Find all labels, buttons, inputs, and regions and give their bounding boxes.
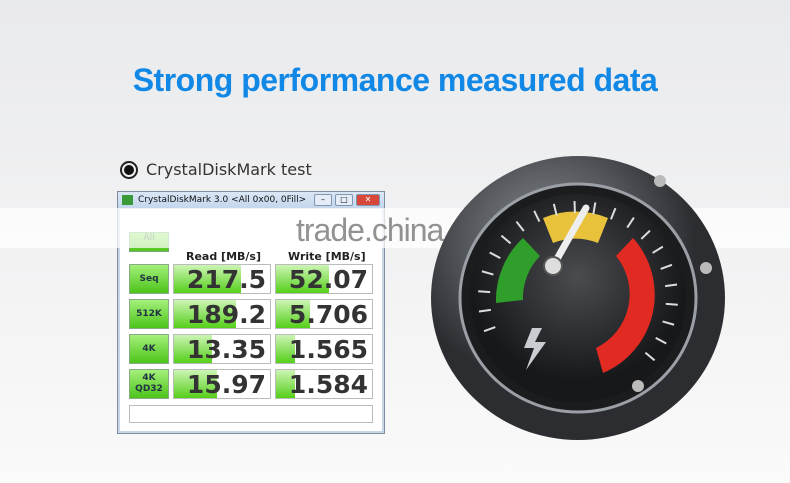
write-result: 5.706 [275, 299, 373, 329]
status-bar [129, 405, 373, 423]
write-result: 1.565 [275, 334, 373, 364]
gauge-tick [552, 203, 558, 216]
read-value: 189.2 [186, 300, 266, 329]
gauge-tick [478, 290, 491, 294]
gauge-tick [500, 234, 512, 245]
gauge-tick [644, 351, 656, 362]
lightning-bolt-icon [524, 328, 546, 370]
gauge-tick [640, 229, 651, 240]
gauge-tick [665, 302, 678, 306]
write-value: 1.584 [288, 370, 368, 399]
gauge-tick [655, 337, 667, 345]
gauge-tick [489, 251, 501, 259]
write-result: 1.584 [275, 369, 373, 399]
gauge-tick [515, 220, 525, 232]
read-value: 13.35 [186, 335, 266, 364]
green-zone [495, 238, 540, 303]
bullet-label: CrystalDiskMark test [146, 160, 312, 179]
gauge-tick [610, 207, 617, 220]
gauge-tick [478, 308, 491, 313]
app-icon [122, 195, 133, 205]
speed-gauge-illustration [431, 156, 725, 440]
minimize-button[interactable]: – [314, 194, 332, 206]
red-zone [596, 238, 655, 373]
radio-bullet-icon [120, 160, 138, 179]
write-result: 52.07 [275, 264, 373, 294]
read-bar [174, 265, 242, 293]
write-bar [276, 265, 329, 293]
read-bar [174, 300, 237, 328]
read-header: Read [MB/s] [186, 250, 262, 263]
test-button[interactable]: 4K QD32 [129, 369, 169, 399]
bullet-item: CrystalDiskMark test [120, 160, 312, 179]
title-bar: CrystalDiskMark 3.0 <All 0x00, 0Fill> – … [118, 192, 384, 209]
read-result: 217.5 [173, 264, 271, 294]
screw-icon [700, 262, 712, 274]
screw-icon [632, 380, 644, 392]
read-result: 189.2 [173, 299, 271, 329]
test-button[interactable]: 512K [129, 299, 169, 329]
headline: Strong performance measured data [132, 62, 658, 98]
write-value: 5.706 [288, 300, 368, 329]
gauge-tick [533, 210, 541, 223]
result-row: Seq 217.5 52.07 [129, 264, 373, 294]
write-bar [276, 335, 296, 363]
gauge-tick [652, 245, 664, 254]
result-row: 512K 189.2 5.706 [129, 299, 373, 329]
read-bar [174, 370, 218, 398]
screw-icon [654, 175, 666, 187]
close-button[interactable]: ✕ [356, 194, 380, 206]
result-row: 4K 13.35 1.565 [129, 334, 373, 364]
test-button[interactable]: 4K [129, 334, 169, 364]
read-value: 15.97 [186, 370, 266, 399]
test-button[interactable]: Seq [129, 264, 169, 294]
write-bar [276, 300, 310, 328]
gauge-tick [662, 320, 675, 326]
read-result: 13.35 [173, 334, 271, 364]
result-row: 4K QD32 15.97 1.584 [129, 369, 373, 399]
write-header: Write [MB/s] [288, 250, 366, 263]
gauge-needle [549, 204, 590, 270]
write-value: 1.565 [288, 335, 368, 364]
maximize-button[interactable]: □ [335, 194, 353, 206]
gauge-tick [660, 263, 673, 270]
write-value: 52.07 [288, 265, 368, 294]
write-bar [276, 370, 296, 398]
gauge-tick [483, 326, 496, 333]
gauge-tick [626, 217, 635, 229]
read-value: 217.5 [186, 265, 266, 294]
read-bar [174, 335, 213, 363]
window-title: CrystalDiskMark 3.0 <All 0x00, 0Fill> [138, 195, 307, 205]
read-result: 15.97 [173, 369, 271, 399]
gauge-tick [481, 270, 494, 276]
gauge-tick [592, 202, 597, 215]
gauge-tick [665, 283, 678, 288]
